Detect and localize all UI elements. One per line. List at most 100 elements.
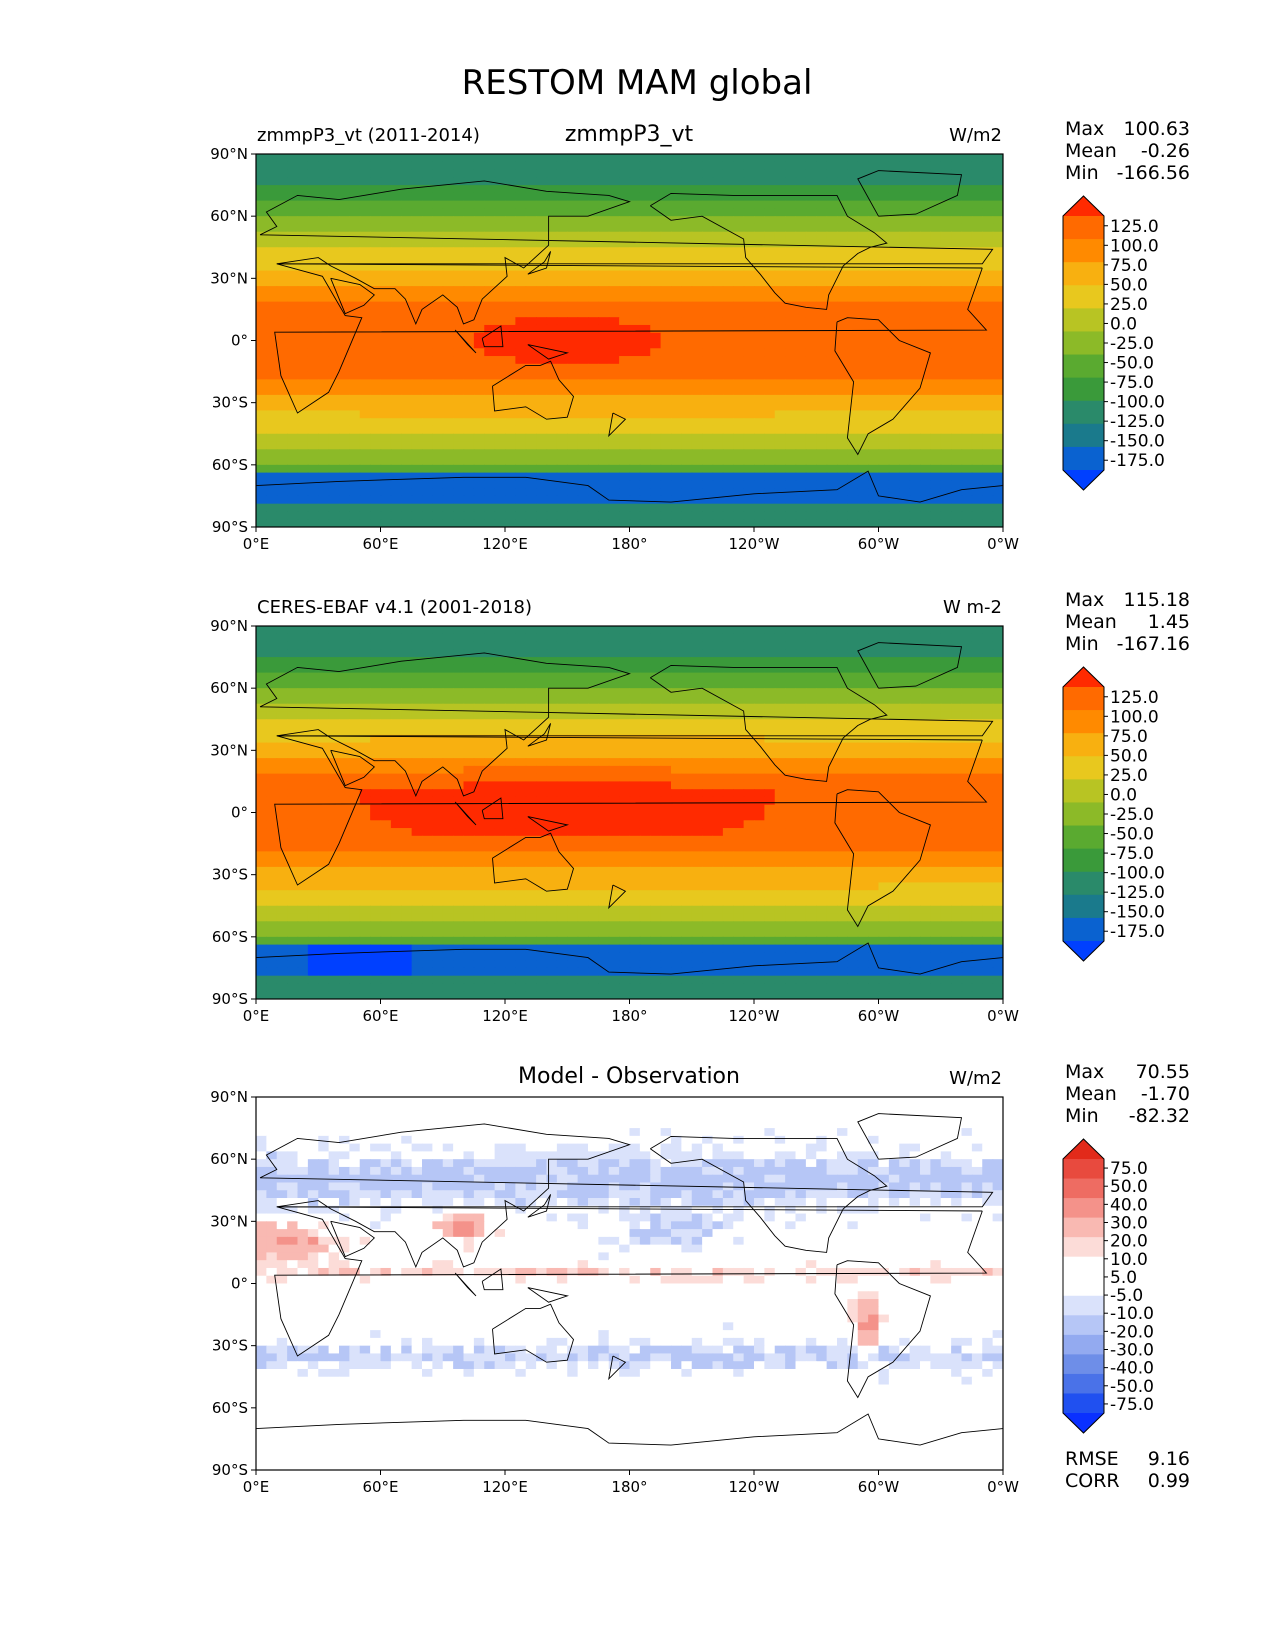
field-cell bbox=[515, 626, 527, 635]
field-cell bbox=[961, 410, 973, 419]
field-cell bbox=[992, 379, 1003, 388]
field-cell bbox=[380, 719, 392, 728]
field-cell bbox=[359, 703, 371, 713]
field-cell bbox=[256, 425, 267, 435]
field-cell bbox=[619, 633, 631, 643]
field-cell bbox=[411, 154, 423, 163]
field-cell bbox=[349, 649, 361, 658]
field-cell bbox=[577, 464, 589, 474]
field-cell bbox=[276, 503, 288, 513]
field-cell bbox=[256, 185, 267, 194]
field-cell bbox=[525, 177, 537, 186]
field-cell bbox=[961, 519, 973, 527]
field-cell bbox=[712, 758, 724, 767]
field-cell bbox=[971, 488, 983, 497]
field-cell bbox=[764, 192, 776, 202]
field-cell bbox=[484, 511, 496, 520]
field-cell bbox=[909, 324, 921, 334]
field-cell bbox=[857, 247, 869, 256]
field-cell bbox=[951, 688, 963, 697]
field-cell bbox=[515, 418, 527, 427]
field-cell bbox=[390, 371, 402, 380]
field-cell bbox=[473, 387, 485, 396]
field-cell bbox=[868, 278, 880, 287]
field-cell bbox=[909, 649, 921, 658]
field-cell bbox=[743, 680, 755, 689]
field-cell bbox=[287, 324, 299, 334]
field-cell bbox=[401, 626, 413, 635]
field-cell bbox=[276, 154, 288, 163]
field-cell bbox=[847, 727, 859, 736]
field-cell bbox=[764, 418, 776, 427]
field-cell bbox=[556, 734, 568, 744]
field-cell bbox=[484, 154, 496, 163]
field-cell bbox=[556, 192, 568, 202]
field-cell bbox=[494, 688, 506, 697]
field-cell bbox=[702, 387, 714, 396]
field-cell bbox=[639, 317, 651, 326]
field-cell bbox=[307, 457, 319, 466]
field-cell bbox=[909, 664, 921, 674]
field-cell bbox=[473, 200, 485, 209]
field-cell bbox=[577, 317, 589, 326]
field-cell bbox=[307, 680, 319, 689]
field-cell bbox=[505, 309, 516, 318]
field-cell bbox=[837, 719, 848, 728]
field-cell bbox=[287, 356, 299, 365]
field-cell bbox=[401, 742, 413, 751]
field-cell bbox=[712, 278, 724, 287]
field-cell bbox=[505, 270, 516, 279]
field-cell bbox=[339, 703, 350, 713]
field-cell bbox=[671, 711, 682, 720]
field-cell bbox=[307, 657, 319, 666]
field-cell bbox=[930, 216, 942, 225]
field-cell bbox=[422, 231, 433, 241]
field-cell bbox=[961, 208, 973, 217]
field-cell bbox=[857, 177, 869, 186]
colorbar: 125.0100.075.050.025.00.0-25.0-50.0-75.0… bbox=[1062, 195, 1165, 491]
field-cell bbox=[992, 402, 1003, 412]
field-cell bbox=[992, 223, 1003, 233]
field-cell bbox=[785, 641, 797, 650]
field-cell bbox=[930, 742, 942, 751]
field-cell bbox=[764, 765, 776, 775]
field-cell bbox=[370, 688, 382, 697]
field-cell bbox=[650, 317, 662, 326]
field-cell bbox=[888, 711, 900, 720]
field-cell bbox=[847, 449, 859, 458]
field-cell bbox=[359, 387, 371, 396]
field-cell bbox=[307, 185, 319, 194]
field-cell bbox=[297, 262, 309, 272]
field-cell bbox=[992, 356, 1003, 365]
field-cell bbox=[899, 765, 911, 775]
field-cell bbox=[297, 410, 309, 419]
coastline bbox=[527, 344, 570, 360]
field-cell bbox=[473, 727, 485, 736]
field-cell bbox=[868, 495, 880, 505]
field-cell bbox=[359, 402, 371, 412]
field-cell bbox=[411, 356, 423, 365]
field-cell bbox=[878, 340, 890, 349]
field-cell bbox=[370, 433, 382, 443]
field-cell bbox=[930, 208, 942, 217]
field-cell bbox=[276, 765, 288, 775]
field-cell bbox=[577, 356, 589, 365]
field-cell bbox=[639, 750, 651, 759]
field-cell bbox=[505, 703, 516, 713]
field-cell bbox=[359, 301, 371, 311]
field-cell bbox=[588, 750, 599, 759]
field-cell bbox=[318, 433, 330, 443]
field-cell bbox=[982, 657, 994, 666]
field-cell bbox=[546, 223, 558, 233]
field-cell bbox=[754, 317, 765, 326]
field-cell bbox=[930, 711, 942, 720]
field-cell bbox=[940, 262, 952, 272]
field-cell bbox=[359, 641, 371, 650]
field-cell bbox=[920, 293, 931, 303]
field-cell bbox=[484, 765, 496, 775]
field-cell bbox=[370, 480, 382, 489]
field-cell bbox=[619, 192, 631, 202]
field-cell bbox=[256, 200, 267, 209]
field-cell bbox=[525, 626, 537, 635]
field-cell bbox=[795, 719, 807, 728]
